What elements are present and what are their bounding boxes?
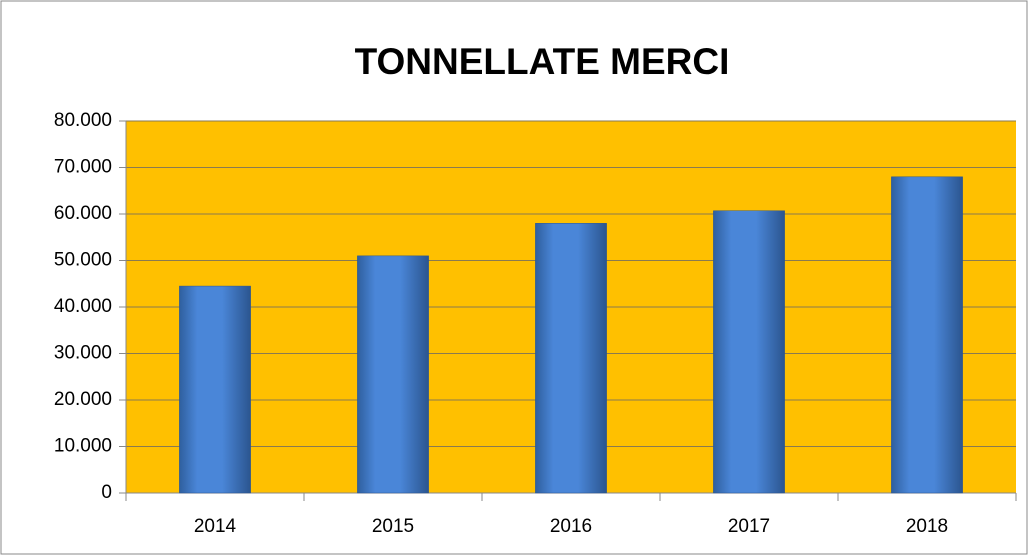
bar: [891, 176, 963, 494]
bar: [713, 210, 785, 494]
bar: [357, 255, 429, 494]
x-tick-label: 2017: [728, 516, 770, 537]
y-tick-label: 60.000: [54, 203, 112, 224]
y-tick-label: 0: [101, 482, 112, 503]
y-tick-label: 40.000: [54, 296, 112, 317]
x-tick-label: 2018: [906, 516, 948, 537]
y-tick-label: 80.000: [54, 110, 112, 131]
y-tick-label: 20.000: [54, 389, 112, 410]
y-tick-label: 50.000: [54, 250, 112, 271]
chart-title: TONNELLATE MERCI: [355, 41, 730, 82]
bar: [535, 223, 607, 494]
x-tick-label: 2014: [194, 516, 237, 537]
bar: [179, 285, 251, 494]
y-tick-label: 10.000: [54, 436, 112, 457]
x-tick-label: 2016: [550, 516, 592, 537]
x-tick-label: 2015: [372, 516, 414, 537]
y-tick-label: 30.000: [54, 343, 112, 364]
y-tick-label: 70.000: [54, 157, 112, 178]
